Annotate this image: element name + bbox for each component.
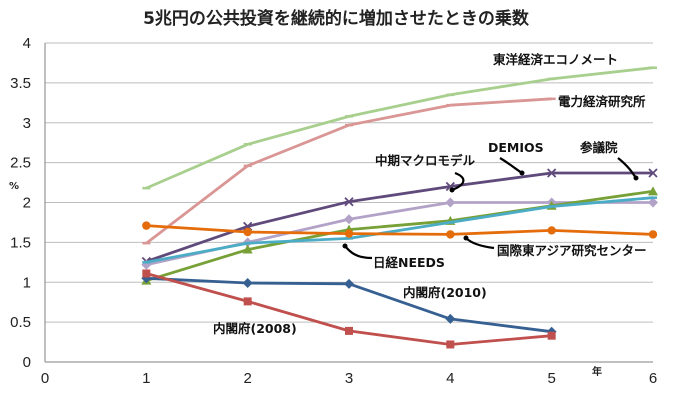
series-8 [142,269,556,349]
y-tick-label: 2.5 [10,155,31,172]
data-point [648,230,658,239]
data-point [344,214,354,225]
leader-arrowhead [463,235,469,241]
data-point [344,197,354,207]
y-tick-label: 1.5 [10,234,31,251]
data-point [242,244,253,254]
data-point [648,186,658,196]
series-line [145,189,654,283]
data-point [445,197,456,208]
leader-arrow [617,157,637,179]
x-tick-label: 3 [345,370,353,387]
y-tick-label: 3 [23,115,31,132]
data-point [648,197,658,208]
leader-arrow [451,171,465,192]
x-tick-label: 0 [41,370,49,387]
series-line [146,224,654,236]
series-label: 内閣府(2008) [213,321,297,336]
x-tick-label: 5 [547,370,555,387]
y-tick-label: 0 [23,354,31,371]
leader-arrowhead [633,175,639,181]
data-point [243,227,252,237]
series-5 [142,196,657,264]
y-axis-label: % [9,181,19,192]
x-tick-label: 6 [649,370,657,387]
data-point [547,331,556,340]
data-point [547,226,556,235]
series-line [145,66,654,190]
y-tick-label: 2 [23,195,31,212]
x-tick-label: 4 [446,370,454,387]
series-label: 内閣府(2010) [403,285,487,300]
x-tick-label: 2 [243,370,251,387]
series-0 [142,66,657,190]
leader-arrowhead [342,243,348,249]
series-1 [142,97,556,245]
y-tick-label: 1 [23,274,31,291]
x-tick-label: 1 [142,370,150,387]
chart-title: 5兆円の公共投資を継続的に増加させたときの乗数 [143,8,530,29]
x-axis-label: 年 [592,365,602,378]
y-tick-label: 0.5 [10,314,31,331]
data-point [242,278,253,289]
leader-arrowhead [519,170,525,176]
y-tick-label: 4 [23,35,31,52]
leader-arrow [465,237,495,250]
series-label: 参議院 [580,140,618,155]
series-label: 日経NEEDS [373,255,445,270]
y-tick-label: 3.5 [10,75,31,92]
series-label: 国際東アジア研究センター [497,243,647,258]
series-label: 中期マクロモデル [375,153,476,168]
leader-arrow [499,157,523,174]
data-point [142,269,151,278]
data-point [648,168,658,178]
data-point [344,229,354,238]
leader-arrow [344,245,373,260]
data-point [446,340,455,349]
series-6 [142,221,658,239]
series-label: 電力経済研究所 [558,94,646,109]
data-point [142,221,151,230]
data-point [344,278,354,289]
series-label: 東洋経済エコノメート [493,52,618,67]
data-point [547,168,557,178]
series-line [146,196,654,264]
data-point [446,230,455,239]
data-point [243,297,252,306]
leader-arrowhead [449,187,455,193]
data-point [345,326,353,335]
series-label: DEMIOS [488,140,544,155]
data-point [445,313,456,324]
